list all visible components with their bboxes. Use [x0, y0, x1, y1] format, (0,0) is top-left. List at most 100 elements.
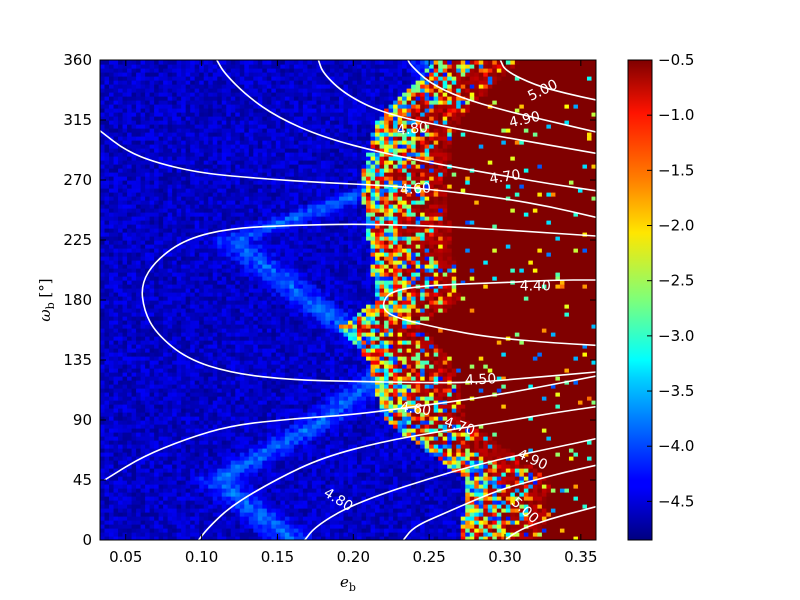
heatmap-cell [266, 436, 272, 441]
heatmap-cell [424, 440, 430, 445]
heatmap-cell [415, 444, 421, 449]
heatmap-cell [402, 528, 408, 533]
heatmap-cell [519, 444, 525, 449]
heatmap-cell [514, 536, 520, 540]
heatmap-cell [559, 360, 566, 365]
heatmap-cell [181, 484, 187, 489]
heatmap-cell [316, 428, 322, 433]
heatmap-cell [140, 360, 146, 365]
heatmap-cell [519, 404, 525, 409]
heatmap-cell [293, 400, 299, 405]
heatmap-cell [230, 376, 236, 381]
heatmap-cell [478, 536, 484, 540]
heatmap-cell [253, 364, 259, 369]
heatmap-cell [221, 504, 227, 509]
heatmap-cell [235, 356, 241, 361]
heatmap-cell [424, 528, 430, 533]
heatmap-cell [375, 468, 381, 473]
heatmap-cell [140, 532, 146, 537]
heatmap-cell [302, 484, 309, 489]
heatmap-cell [406, 496, 412, 501]
heatmap-cell [402, 396, 408, 401]
heatmap-cell [343, 424, 349, 429]
heatmap-cell [226, 512, 232, 517]
heatmap-cell [154, 452, 160, 457]
heatmap-cell [528, 488, 534, 493]
heatmap-cell [221, 512, 227, 517]
heatmap-cell [248, 372, 254, 377]
heatmap-cell [582, 468, 588, 473]
heatmap-cell [172, 520, 178, 525]
heatmap-cell [582, 432, 588, 437]
heatmap-cell [379, 392, 385, 397]
heatmap-cell [158, 532, 164, 537]
heatmap-cell [370, 492, 376, 497]
heatmap-cell [514, 508, 520, 513]
heatmap-cell [379, 412, 385, 417]
heatmap-cell [154, 372, 160, 377]
heatmap-cell [370, 440, 376, 445]
heatmap-cell [266, 392, 272, 397]
heatmap-cell [109, 448, 115, 453]
heatmap-cell [122, 436, 128, 441]
heatmap-cell [253, 376, 259, 381]
heatmap-cell [546, 444, 552, 449]
heatmap-cell [302, 448, 309, 453]
heatmap-cell [122, 356, 128, 361]
heatmap-cell [487, 412, 493, 417]
heatmap-cell [293, 460, 299, 465]
heatmap-cell [564, 444, 570, 449]
heatmap-cell [357, 452, 363, 457]
heatmap-cell [397, 360, 403, 365]
heatmap-cell [388, 428, 394, 433]
heatmap-cell [379, 452, 385, 457]
heatmap-cell [325, 376, 331, 381]
heatmap-cell [501, 492, 507, 497]
heatmap-cell [176, 416, 182, 421]
heatmap-cell [194, 456, 200, 461]
heatmap-cell [217, 460, 223, 465]
heatmap-cell [172, 408, 178, 413]
heatmap-cell [447, 492, 453, 497]
heatmap-cell [127, 392, 133, 397]
heatmap-cell [325, 496, 331, 501]
heatmap-cell [352, 448, 358, 453]
heatmap-cell [329, 440, 336, 445]
heatmap-cell [248, 396, 254, 401]
heatmap-cell [154, 520, 160, 525]
heatmap-cell [226, 516, 232, 521]
heatmap-cell [334, 364, 340, 369]
heatmap-cell [307, 392, 313, 397]
heatmap-cell [487, 404, 493, 409]
heatmap-cell [253, 456, 259, 461]
heatmap-cell [375, 500, 381, 505]
heatmap-cell [559, 512, 566, 517]
heatmap-cell [271, 424, 277, 429]
heatmap-cell [478, 400, 484, 405]
heatmap-cell [320, 472, 327, 477]
heatmap-cell [492, 524, 498, 529]
heatmap-cell [366, 396, 372, 401]
heatmap-cell [271, 384, 277, 389]
heatmap-cell [118, 424, 124, 429]
heatmap-cell [136, 432, 142, 437]
heatmap-cell [393, 504, 399, 509]
heatmap-cell [199, 512, 205, 517]
heatmap-cell [532, 396, 538, 401]
heatmap-cell [307, 480, 313, 485]
heatmap-cell [456, 452, 462, 457]
heatmap-cell [262, 492, 268, 497]
heatmap-cell [140, 404, 146, 409]
heatmap-cell [586, 392, 593, 397]
heatmap-cell [145, 476, 151, 481]
heatmap-cell [460, 408, 466, 413]
heatmap-cell [226, 436, 232, 441]
heatmap-cell [145, 384, 151, 389]
heatmap-cell [433, 456, 439, 461]
heatmap-cell [406, 492, 412, 497]
heatmap-cell [212, 408, 218, 413]
heatmap-cell [176, 496, 182, 501]
heatmap-cell [375, 368, 381, 373]
heatmap-cell [568, 516, 575, 521]
heatmap-cell [280, 400, 286, 405]
